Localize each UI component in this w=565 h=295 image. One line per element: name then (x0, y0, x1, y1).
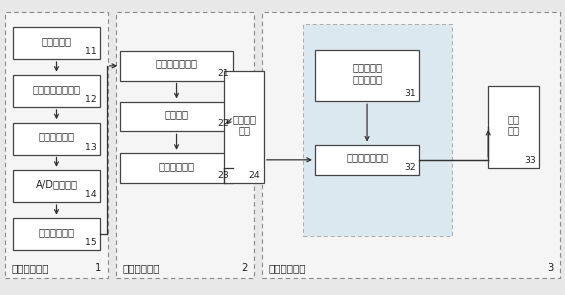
Bar (120, 102, 233, 131)
Bar (315, 145, 419, 175)
Text: A/D转换单元: A/D转换单元 (36, 179, 77, 189)
Bar (5, 12, 108, 278)
Bar (224, 71, 264, 183)
Bar (303, 24, 452, 236)
Text: 13: 13 (85, 142, 97, 152)
Text: 数据存储
单元: 数据存储 单元 (232, 114, 256, 135)
Bar (13, 123, 100, 155)
Text: 33: 33 (524, 156, 536, 165)
Text: 模拟信号放大单元: 模拟信号放大单元 (33, 84, 80, 94)
Text: 12: 12 (85, 95, 97, 104)
Text: 22: 22 (218, 119, 229, 128)
Text: 数据传送单元: 数据传送单元 (38, 227, 75, 237)
Text: 11: 11 (85, 47, 97, 56)
Text: 1: 1 (95, 263, 101, 273)
Text: 15: 15 (85, 238, 97, 247)
Text: 3: 3 (547, 263, 554, 273)
Bar (488, 86, 539, 168)
Text: 31: 31 (404, 89, 416, 98)
Bar (262, 12, 560, 278)
Text: 带通滤波单元: 带通滤波单元 (38, 131, 75, 141)
Text: 特征提取单元: 特征提取单元 (159, 161, 194, 171)
Bar (13, 27, 100, 59)
Bar (120, 153, 233, 183)
Bar (116, 12, 254, 278)
Bar (13, 171, 100, 202)
Text: 模式分类模块: 模式分类模块 (268, 263, 306, 273)
Text: 2: 2 (241, 263, 247, 273)
Bar (13, 218, 100, 250)
Text: 21: 21 (218, 69, 229, 78)
Text: 输出
单元: 输出 单元 (507, 114, 520, 135)
Text: 24: 24 (249, 171, 260, 180)
Text: 23: 23 (218, 171, 229, 180)
Text: 14: 14 (85, 190, 97, 199)
Text: 采样单元: 采样单元 (164, 109, 189, 119)
Text: 模式分类器单元: 模式分类器单元 (346, 153, 388, 163)
Text: 信号采集模块: 信号采集模块 (12, 263, 50, 273)
Text: 32: 32 (404, 163, 416, 172)
Text: 传感器单元: 传感器单元 (41, 36, 72, 46)
Text: 人工神经网
络训练单元: 人工神经网 络训练单元 (352, 63, 382, 84)
Bar (315, 50, 419, 101)
Bar (120, 51, 233, 81)
Bar (13, 75, 100, 107)
Text: 信号预处理单元: 信号预处理单元 (155, 58, 198, 68)
Text: 信号处理模块: 信号处理模块 (123, 263, 160, 273)
